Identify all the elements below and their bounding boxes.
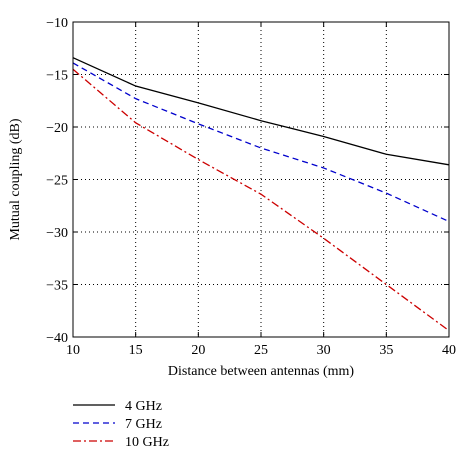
y-tick-label: −10 (46, 16, 68, 31)
x-tick-label: 25 (254, 343, 268, 358)
series-line-2 (72, 62, 450, 223)
series-line-1 (72, 57, 450, 166)
y-tick-label: −35 (46, 279, 68, 294)
x-tick-label: 15 (129, 343, 143, 358)
grid (73, 22, 449, 337)
legend-label: 7 GHz (125, 417, 162, 432)
series-line-3 (72, 68, 450, 332)
y-tick-label: −40 (46, 331, 68, 346)
y-tick-label: −20 (46, 121, 68, 136)
ticks: 10 15 20 25 30 35 40 −10 −15 −20 −25 −30 −35 −40 (46, 16, 456, 358)
y-tick-label: −15 (46, 69, 68, 84)
y-axis-title: Mutual coupling (dB) (8, 118, 23, 240)
legend-label: 4 GHz (125, 399, 162, 414)
series-layer (72, 57, 450, 332)
y-tick-label: −30 (46, 226, 68, 241)
legend: 4 GHz 7 GHz 10 GHz (73, 399, 169, 450)
x-tick-label: 30 (317, 343, 331, 358)
x-axis-title: Distance between antennas (mm) (168, 364, 355, 379)
x-tick-label: 20 (191, 343, 205, 358)
x-tick-label: 40 (442, 343, 456, 358)
legend-label: 10 GHz (125, 435, 169, 450)
x-tick-label: 10 (66, 343, 80, 358)
x-tick-label: 35 (379, 343, 393, 358)
y-tick-label: −25 (46, 174, 68, 189)
